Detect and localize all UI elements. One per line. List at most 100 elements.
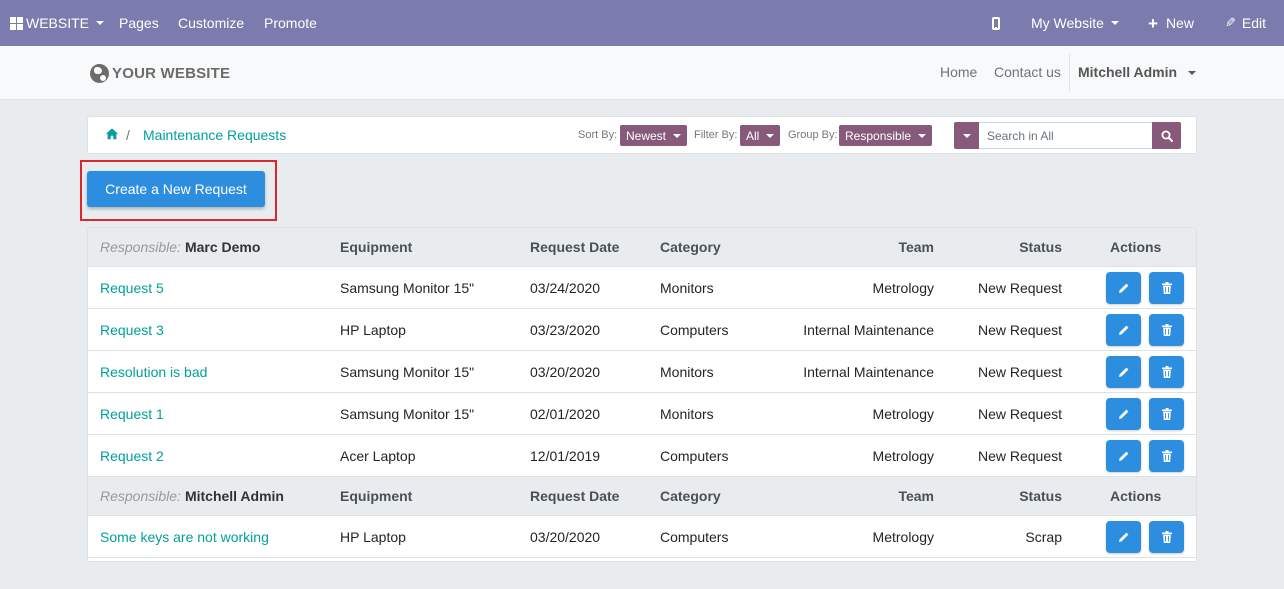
edit-request-button[interactable] (1106, 440, 1141, 472)
customize-menu[interactable]: Customize (178, 15, 245, 31)
pencil-icon (1118, 367, 1128, 377)
edit-request-button[interactable] (1106, 272, 1141, 304)
trash-icon (1161, 450, 1172, 462)
equipment-cell: Acer Laptop (340, 447, 416, 464)
team-cell: Metrology (872, 279, 934, 296)
team-cell: Internal Maintenance (803, 321, 934, 338)
sort-value: Newest (626, 128, 667, 143)
nav-divider (1069, 54, 1070, 92)
caret-down-icon (766, 133, 775, 138)
sort-dropdown[interactable]: Newest (620, 125, 688, 146)
column-header-request-date: Request Date (530, 488, 620, 504)
column-header-category: Category (660, 239, 721, 255)
delete-request-button[interactable] (1149, 398, 1184, 430)
website-menu-label: WEBSITE (26, 15, 90, 31)
requests-table: Responsible: Marc Demo Equipment Request Da… (87, 227, 1197, 562)
column-header-equipment: Equipment (340, 488, 413, 504)
promote-menu[interactable]: Promote (264, 15, 317, 31)
user-menu[interactable]: Mitchell Admin (1078, 64, 1196, 80)
search-icon (1161, 130, 1173, 142)
responsible-cell: Responsible: Mitchell Admin (100, 477, 284, 515)
request-name-link[interactable]: Request 3 (100, 321, 164, 338)
table-row: Request 2 Acer Laptop 12/01/2019 Computers M… (88, 435, 1196, 477)
nav-contact[interactable]: Contact us (994, 64, 1061, 80)
home-icon[interactable] (105, 127, 119, 141)
site-logo-text: YOUR WEBSITE (112, 64, 231, 82)
team-cell: Metrology (872, 528, 934, 545)
edit-request-button[interactable] (1106, 314, 1141, 346)
edit-request-button[interactable] (1106, 356, 1141, 388)
status-cell: New Request (977, 321, 1062, 338)
status-cell: New Request (977, 447, 1062, 464)
equipment-cell: HP Laptop (340, 528, 406, 545)
mobile-icon (992, 16, 1000, 30)
search-options-dropdown[interactable] (954, 122, 979, 149)
column-header-category: Category (660, 488, 721, 504)
my-website-label: My Website (1031, 15, 1104, 31)
mobile-preview-button[interactable] (992, 0, 1000, 46)
request-date-cell: 03/20/2020 (530, 363, 601, 380)
table-group-header: Responsible: Marc Demo Equipment Request Da… (88, 228, 1196, 267)
column-header-actions: Actions (1110, 488, 1162, 504)
request-date-cell: 03/24/2020 (530, 279, 601, 296)
team-cell: Internal Maintenance (803, 363, 934, 380)
request-name-link[interactable]: Request 1 (100, 405, 164, 422)
edit-request-button[interactable] (1106, 521, 1141, 553)
caret-down-icon (1110, 21, 1119, 25)
trash-icon (1161, 531, 1172, 543)
filter-dropdown[interactable]: All (740, 125, 781, 146)
delete-request-button[interactable] (1149, 356, 1184, 388)
delete-request-button[interactable] (1149, 440, 1184, 472)
plus-icon: + (1148, 13, 1158, 33)
equipment-cell: Samsung Monitor 15" (340, 405, 475, 422)
table-row: Request 5 Samsung Monitor 15" 03/24/2020 Mo… (88, 267, 1196, 309)
team-cell: Metrology (872, 405, 934, 422)
new-button[interactable]: + New (1148, 0, 1194, 46)
create-request-button[interactable]: Create a New Request (87, 171, 265, 207)
group-dropdown[interactable]: Responsible (839, 125, 933, 146)
pencil-icon (1118, 283, 1128, 293)
caret-down-icon (962, 133, 971, 138)
responsible-name: Mitchell Admin (184, 488, 284, 504)
request-name-link[interactable]: Request 2 (100, 447, 164, 464)
my-website-menu[interactable]: My Website (1031, 0, 1119, 46)
caret-down-icon (673, 133, 682, 138)
edit-request-button[interactable] (1106, 398, 1141, 430)
delete-request-button[interactable] (1149, 272, 1184, 304)
responsible-cell: Responsible: Marc Demo (100, 228, 260, 266)
filter-value: All (746, 128, 760, 143)
group-value: Responsible (845, 128, 912, 143)
pages-menu[interactable]: Pages (119, 15, 159, 31)
delete-request-button[interactable] (1149, 521, 1184, 553)
request-name-link[interactable]: Request 5 (100, 279, 164, 296)
table-row: Request 3 HP Laptop 03/23/2020 Computers Int… (88, 309, 1196, 351)
new-label: New (1165, 15, 1194, 31)
breadcrumb-current[interactable]: Maintenance Requests (143, 127, 287, 143)
search-button[interactable] (1152, 122, 1181, 149)
sort-label: Sort By: (578, 129, 618, 141)
table-row: Resolution is bad Samsung Monitor 15" 03/2… (88, 351, 1196, 393)
nav-home[interactable]: Home (940, 64, 978, 80)
site-header: YOUR WEBSITE Home Contact us Mitchell Ad… (0, 46, 1284, 100)
site-logo[interactable]: YOUR WEBSITE (90, 63, 230, 83)
column-header-team: Team (898, 488, 934, 504)
column-header-status: Status (1019, 488, 1062, 504)
edit-label: Edit (1241, 15, 1267, 31)
trash-icon (1161, 366, 1172, 378)
edit-button[interactable]: ✎ Edit (1225, 0, 1266, 46)
request-name-link[interactable]: Some keys are not working (100, 528, 269, 545)
caret-down-icon (96, 21, 105, 25)
globe-icon (90, 63, 109, 83)
delete-request-button[interactable] (1149, 314, 1184, 346)
request-date-cell: 03/20/2020 (530, 528, 601, 545)
pencil-icon (1118, 409, 1128, 419)
breadcrumb-separator: / (126, 127, 130, 143)
table-group-header: Responsible: Mitchell Admin Equipment Reque… (88, 477, 1196, 516)
website-menu[interactable]: WEBSITE (10, 0, 105, 46)
user-name: Mitchell Admin (1078, 64, 1178, 80)
equipment-cell: Samsung Monitor 15" (340, 279, 475, 296)
search-input[interactable] (979, 122, 1152, 149)
category-cell: Computers (660, 528, 729, 545)
request-name-link[interactable]: Resolution is bad (100, 363, 208, 380)
pencil-icon (1118, 532, 1128, 542)
